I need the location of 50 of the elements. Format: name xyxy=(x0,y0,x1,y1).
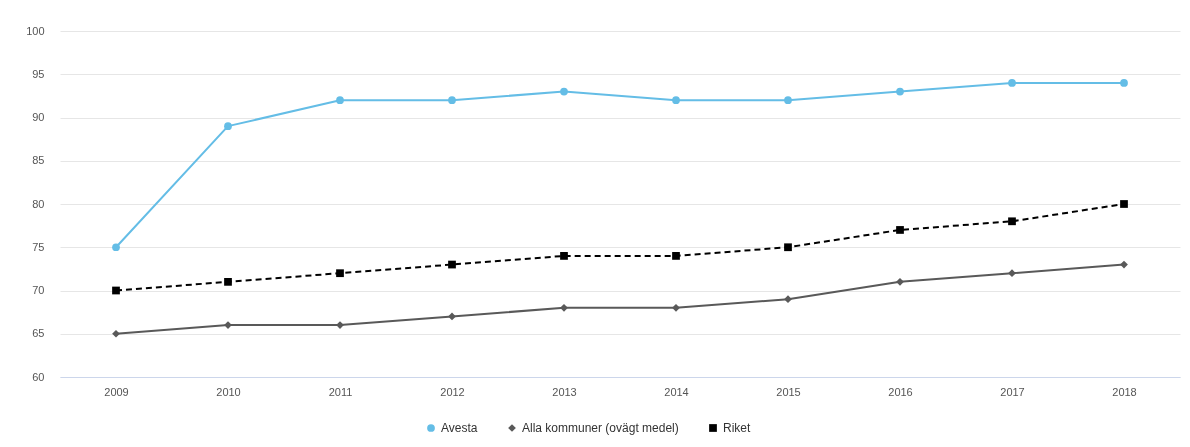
y-tick-label: 100 xyxy=(26,24,45,37)
y-tick-label: 75 xyxy=(32,240,45,253)
point xyxy=(784,96,792,105)
point xyxy=(224,122,232,131)
point xyxy=(896,277,904,286)
point xyxy=(672,96,680,105)
point xyxy=(784,243,792,252)
point xyxy=(560,252,568,260)
point xyxy=(224,277,232,286)
point xyxy=(560,303,568,312)
point xyxy=(1008,79,1016,87)
point xyxy=(112,329,120,338)
point xyxy=(112,286,120,295)
x-tick-label: 2012 xyxy=(440,385,465,398)
y-tick-label: 70 xyxy=(32,284,45,296)
x-tick-label: 2014 xyxy=(664,385,689,398)
x-tick-label: 2011 xyxy=(328,385,353,398)
point xyxy=(1120,79,1128,87)
point xyxy=(784,295,792,304)
point xyxy=(672,252,680,260)
point xyxy=(1008,269,1016,278)
y-tick-label: 90 xyxy=(32,111,45,123)
y-tick-label: 65 xyxy=(32,327,45,340)
point xyxy=(336,96,344,105)
y-tick-label: 60 xyxy=(32,370,45,383)
y-tick-label: 95 xyxy=(32,67,45,80)
legend-label: Riket xyxy=(723,421,752,435)
legend-label: Avesta xyxy=(441,421,478,435)
legend-label: Alla kommuner (ovägt medel) xyxy=(522,421,679,435)
point xyxy=(448,312,456,321)
x-tick-label: 2018 xyxy=(1112,385,1137,398)
point xyxy=(336,269,344,278)
point xyxy=(448,96,456,105)
point xyxy=(1120,260,1128,269)
point xyxy=(560,87,568,96)
x-tick-label: 2017 xyxy=(1000,385,1025,398)
point xyxy=(672,303,680,312)
point xyxy=(896,87,904,96)
x-tick-label: 2015 xyxy=(776,385,801,398)
y-tick-label: 85 xyxy=(32,154,45,167)
point xyxy=(896,226,904,234)
x-tick-label: 2009 xyxy=(104,385,129,398)
x-tick-label: 2016 xyxy=(888,385,913,398)
x-tick-label: 2013 xyxy=(552,385,577,398)
point xyxy=(112,243,120,252)
y-tick-label: 80 xyxy=(32,197,45,210)
point xyxy=(1120,200,1128,208)
x-tick-label: 2010 xyxy=(216,385,241,398)
point xyxy=(448,260,456,269)
point xyxy=(1008,217,1016,226)
